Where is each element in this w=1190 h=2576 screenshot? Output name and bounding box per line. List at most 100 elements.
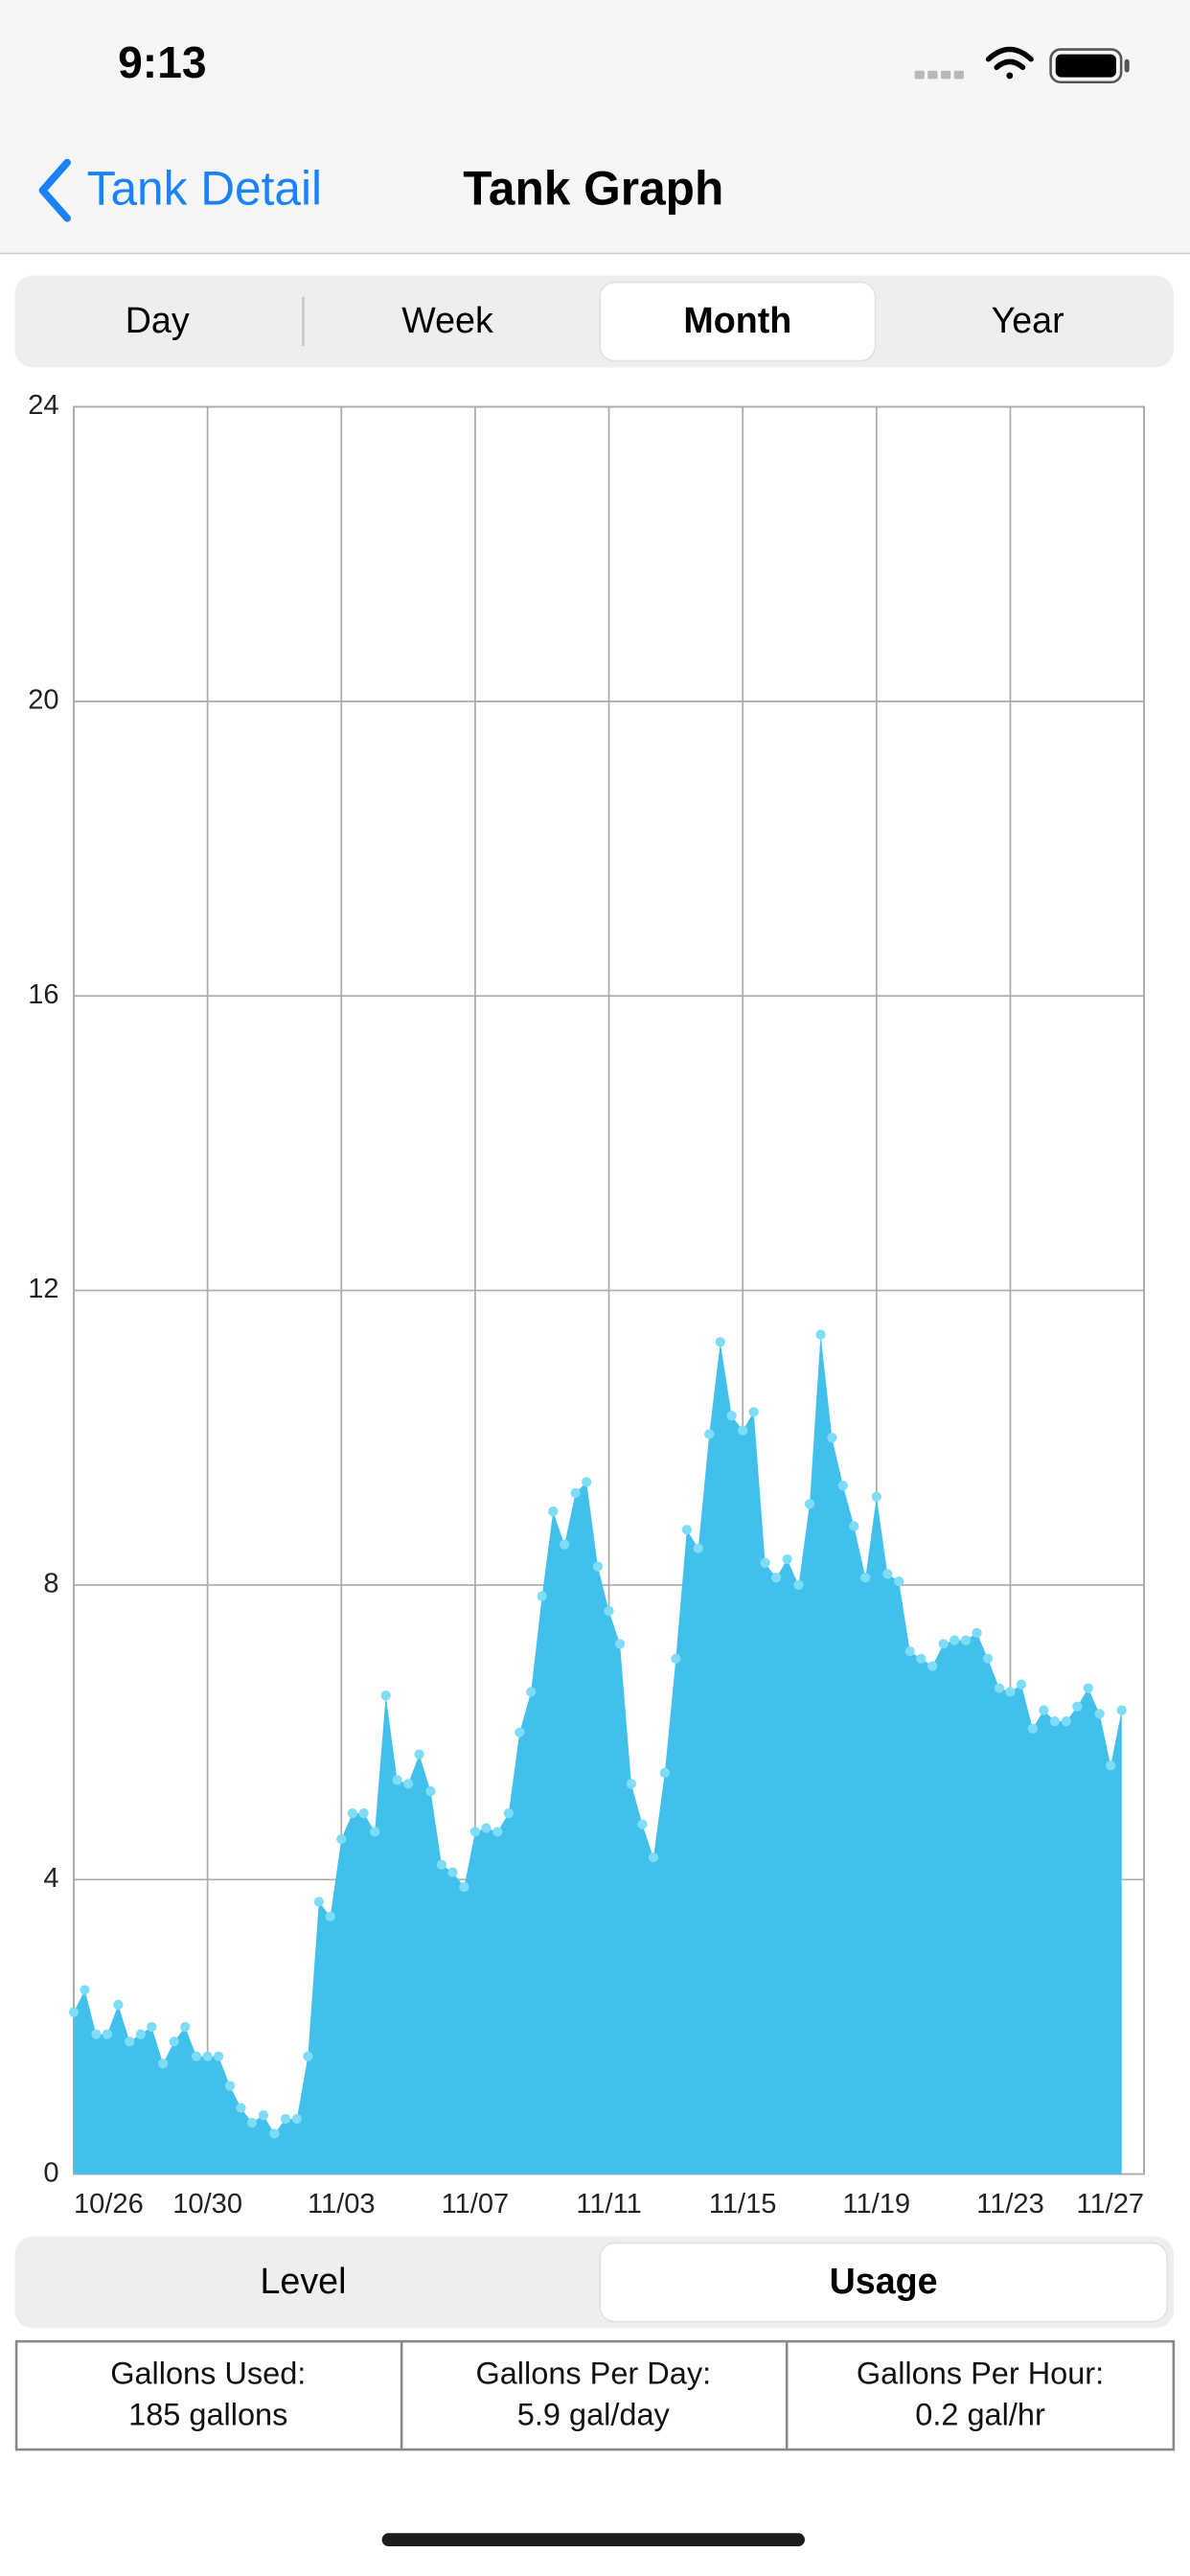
wifi-icon	[985, 46, 1034, 80]
back-chevron[interactable]	[38, 158, 71, 222]
data-point	[425, 1785, 436, 1797]
data-point	[325, 1911, 335, 1921]
data-point	[481, 1823, 492, 1833]
status-time: 9:13	[118, 37, 206, 87]
signal-icon	[914, 70, 964, 80]
y-tick-label: 12	[28, 1274, 58, 1304]
data-point	[1116, 1705, 1127, 1715]
data-point	[1094, 1709, 1105, 1719]
stat-value: 0.2 gal/hr	[915, 2397, 1045, 2431]
data-point	[347, 1808, 357, 1819]
data-point	[960, 1635, 972, 1645]
data-point	[469, 1827, 481, 1837]
data-point	[380, 1690, 391, 1701]
data-point	[202, 2051, 213, 2061]
data-point	[436, 1859, 447, 1871]
data-point	[526, 1687, 537, 1697]
data-point	[125, 2036, 135, 2047]
data-point	[1061, 1715, 1071, 1727]
data-point	[582, 1477, 592, 1487]
data-point	[258, 2110, 269, 2121]
y-tick-label: 20	[28, 685, 58, 716]
data-point	[782, 1553, 792, 1565]
data-point	[770, 1573, 782, 1583]
back-label[interactable]: Tank Detail	[87, 161, 322, 215]
segment-year[interactable]: Year	[992, 300, 1064, 340]
data-point	[313, 1897, 325, 1907]
back-button[interactable]: Tank Detail	[38, 158, 322, 222]
stat-label: Gallons Per Hour:	[857, 2357, 1104, 2391]
data-point	[748, 1407, 759, 1417]
data-point	[68, 2007, 80, 2017]
data-point	[1049, 1715, 1061, 1727]
nav-background	[0, 0, 1190, 253]
data-point	[113, 1999, 124, 2011]
x-tick-label: 11/11	[576, 2189, 641, 2220]
data-point	[704, 1429, 715, 1439]
nav-title: Tank Graph	[463, 161, 723, 215]
data-point	[637, 1819, 648, 1829]
data-point	[726, 1411, 737, 1421]
x-tick-label: 11/03	[308, 2189, 376, 2220]
segment-day[interactable]: Day	[126, 300, 190, 340]
data-point	[1027, 1723, 1038, 1734]
data-point	[169, 2036, 179, 2047]
stat-value: 5.9 gal/day	[517, 2397, 671, 2431]
data-point	[537, 1591, 547, 1601]
data-point	[1016, 1679, 1027, 1690]
y-tick-label: 16	[28, 979, 58, 1010]
segment-week[interactable]: Week	[401, 300, 493, 340]
data-point	[693, 1543, 703, 1553]
data-point	[804, 1499, 815, 1509]
plot: 0 4 8 12 16 20 24 10/26 10/30 11/03 11/07 11/11 11/1…	[28, 390, 1145, 2220]
data-point	[402, 1779, 414, 1789]
y-tick-label: 24	[28, 390, 58, 421]
data-point	[102, 2029, 113, 2039]
data-point	[191, 2051, 202, 2061]
x-tick-label: 10/26	[74, 2189, 144, 2220]
data-point	[860, 1573, 871, 1583]
home-indicator	[381, 2533, 805, 2546]
data-point	[370, 1827, 380, 1837]
data-point	[671, 1653, 681, 1664]
y-tick-label: 4	[43, 1863, 58, 1894]
data-point	[648, 1852, 659, 1863]
data-point	[793, 1579, 804, 1591]
mode-level[interactable]: Level	[261, 2261, 347, 2301]
x-tick-label: 11/27	[1076, 2189, 1144, 2220]
data-point	[715, 1337, 725, 1347]
data-point	[927, 1661, 938, 1671]
stats-table	[14, 2339, 1176, 2451]
data-point	[849, 1521, 859, 1531]
data-point	[837, 1481, 849, 1491]
data-point	[291, 2113, 302, 2125]
data-point	[303, 2051, 313, 2061]
y-tick-label: 8	[43, 1569, 58, 1599]
stat-label: Gallons Used:	[110, 2357, 306, 2391]
data-point	[882, 1569, 893, 1579]
data-point	[147, 2021, 157, 2033]
data-point	[659, 1767, 670, 1779]
data-point	[180, 2021, 191, 2033]
data-point	[938, 1639, 949, 1649]
data-point	[236, 2103, 246, 2113]
mode-usage[interactable]: Usage	[830, 2261, 938, 2301]
selected-mode[interactable]	[599, 2242, 1168, 2323]
data-point	[871, 1491, 881, 1502]
data-point	[994, 1683, 1005, 1693]
data-point	[503, 1808, 514, 1819]
data-point	[269, 2128, 280, 2139]
data-point	[592, 1561, 604, 1572]
selected-segment[interactable]	[599, 281, 877, 362]
data-point	[80, 1985, 90, 1995]
data-point	[459, 1881, 469, 1893]
data-point	[1106, 1760, 1116, 1771]
y-tick-label: 0	[43, 2157, 58, 2188]
data-point	[827, 1433, 837, 1443]
data-point	[894, 1576, 904, 1587]
data-point	[336, 1833, 347, 1845]
data-point	[135, 2029, 146, 2039]
segment-month[interactable]: Month	[683, 300, 791, 340]
data-point	[570, 1487, 581, 1499]
